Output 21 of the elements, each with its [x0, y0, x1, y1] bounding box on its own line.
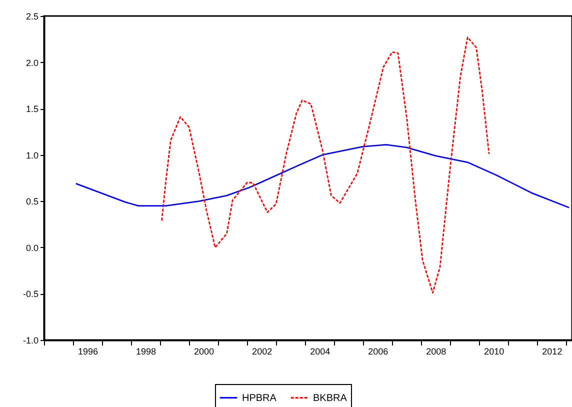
x-tick-label: 1998: [136, 346, 156, 356]
line-series: [75, 144, 570, 208]
y-tick-label: 0.0: [26, 242, 38, 253]
legend-label: BKBRA: [313, 392, 348, 404]
line-series: [161, 36, 490, 294]
y-tick-label: 1.0: [26, 150, 38, 160]
y-tick-label: 0.5: [26, 196, 38, 207]
y-tick-label: -1.0: [22, 336, 38, 346]
x-tick-label: 2010: [484, 346, 504, 356]
x-tick-label: 1996: [78, 346, 98, 356]
x-tick-label: 2006: [368, 346, 388, 356]
x-tick-label: 2004: [310, 346, 330, 356]
y-tick-label: 2.5: [26, 12, 38, 22]
y-tick-label: -0.5: [22, 289, 38, 300]
y-tick-label: 2.0: [26, 58, 38, 68]
x-tick-label: 2012: [542, 346, 562, 356]
y-tick-label: 1.5: [26, 104, 38, 114]
x-tick-label: 2000: [194, 346, 214, 356]
legend-label: HPBRA: [242, 392, 277, 404]
x-tick-label: 2002: [252, 346, 272, 356]
x-tick-label: 2008: [426, 346, 446, 356]
